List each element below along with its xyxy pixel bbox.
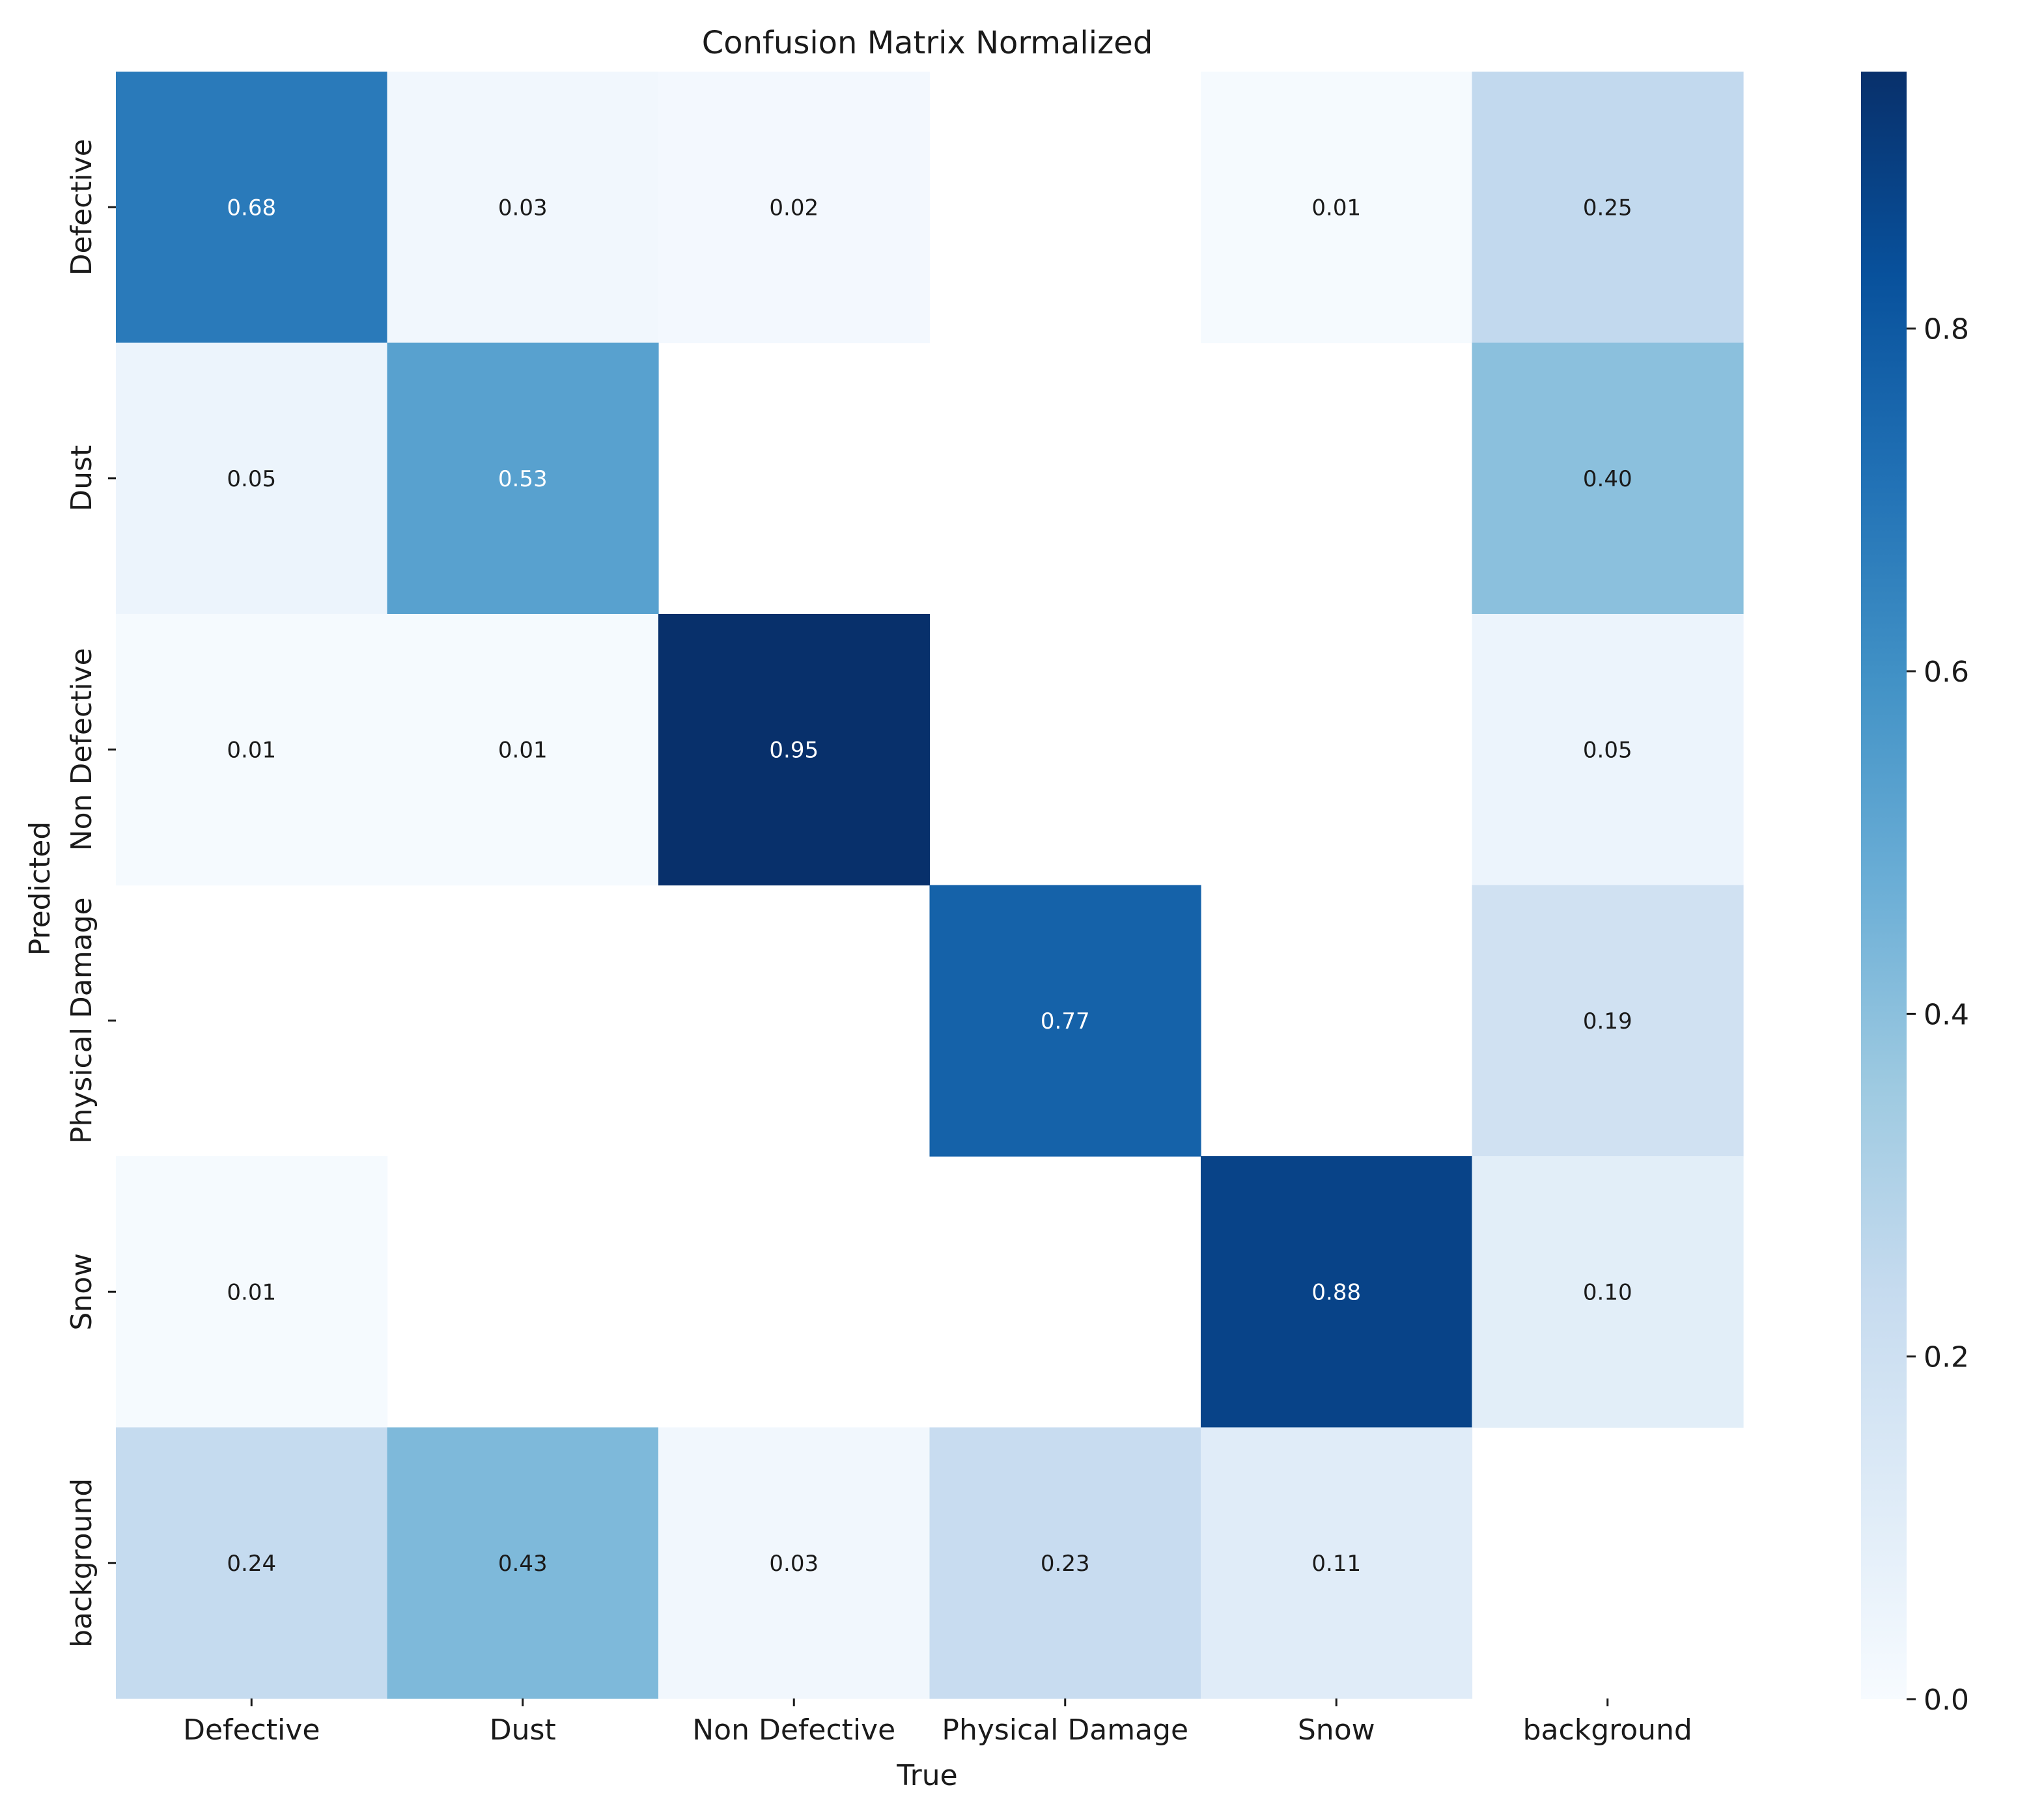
y-tick-label: background — [65, 1478, 98, 1648]
y-tick-label: Physical Damage — [65, 897, 98, 1144]
heatmap-cell — [1472, 885, 1744, 1157]
chart-title: Confusion Matrix Normalized — [702, 25, 1153, 61]
cell-value-label: 0.24 — [227, 1551, 276, 1577]
heatmap-cell — [1472, 72, 1744, 344]
x-tick-label: background — [1523, 1713, 1692, 1747]
x-tick-label: Physical Damage — [942, 1713, 1188, 1747]
y-tick-label: Defective — [65, 139, 98, 275]
cell-value-label: 0.40 — [1583, 466, 1632, 492]
cell-value-label: 0.01 — [227, 1279, 276, 1305]
heatmap-cell — [387, 1427, 659, 1699]
y-tick-label: Snow — [65, 1253, 98, 1331]
x-tick-label: Defective — [183, 1713, 320, 1747]
y-tick-label: Dust — [65, 445, 98, 512]
colorbar — [1861, 72, 1907, 1699]
heatmap-cell — [658, 72, 931, 344]
heatmap-cell — [1472, 1156, 1744, 1428]
colorbar-tick-label: 0.0 — [1924, 1684, 1969, 1717]
heatmap-cell — [1201, 72, 1473, 344]
cell-value-label: 0.03 — [769, 1551, 819, 1577]
x-tick-label: Dust — [490, 1713, 556, 1747]
cell-value-label: 0.53 — [498, 466, 548, 492]
heatmap-cell — [116, 72, 388, 344]
cell-value-label: 0.77 — [1041, 1008, 1090, 1034]
heatmap-cell — [658, 1427, 931, 1699]
colorbar-tick-label: 0.6 — [1924, 656, 1969, 689]
colorbar-ticks: 0.0 0.2 0.4 0.6 0.8 — [1907, 313, 1969, 1717]
heatmap-cell — [116, 342, 388, 615]
cell-value-label: 0.05 — [227, 466, 276, 492]
cell-value-label: 0.03 — [498, 195, 548, 221]
heatmap-cell — [116, 614, 388, 886]
heatmap-cell — [1472, 614, 1744, 886]
heatmap-cell — [387, 72, 659, 344]
colorbar-tick-label: 0.2 — [1924, 1341, 1969, 1374]
cell-value-label: 0.01 — [498, 737, 548, 763]
colorbar-tick-label: 0.8 — [1924, 313, 1969, 346]
cell-value-label: 0.11 — [1311, 1551, 1361, 1577]
cell-value-label: 0.05 — [1583, 737, 1632, 763]
heatmap-cells: 0.68 0.03 0.02 0.01 0.25 0.05 0.53 0.40 0.01 0.01… — [116, 72, 1744, 1699]
y-axis-label: Predicted — [23, 822, 57, 956]
cell-value-label: 0.43 — [498, 1551, 548, 1577]
cell-value-label: 0.19 — [1583, 1008, 1632, 1034]
cell-value-label: 0.88 — [1311, 1279, 1361, 1305]
y-axis-ticks: Defective Dust Non Defective Physical Damag… — [65, 139, 116, 1648]
heatmap-cell — [929, 1427, 1201, 1699]
heatmap-cell — [387, 614, 659, 886]
x-axis-ticks: Defective Dust Non Defective Physical Damag… — [183, 1698, 1692, 1747]
cell-value-label: 0.68 — [227, 195, 276, 221]
cell-value-label: 0.95 — [769, 737, 819, 763]
x-axis-label: True — [896, 1759, 957, 1792]
cell-value-label: 0.02 — [769, 195, 819, 221]
heatmap-cell — [1472, 342, 1744, 615]
cell-value-label: 0.10 — [1583, 1279, 1632, 1305]
heatmap-cell — [1201, 1156, 1473, 1428]
heatmap-cell — [1201, 1427, 1473, 1699]
heatmap-cell — [658, 614, 931, 886]
cell-value-label: 0.25 — [1583, 195, 1632, 221]
cell-value-label: 0.01 — [227, 737, 276, 763]
cell-value-label: 0.01 — [1311, 195, 1361, 221]
x-tick-label: Snow — [1298, 1713, 1375, 1747]
heatmap-cell — [929, 885, 1201, 1157]
heatmap-cell — [116, 1427, 388, 1699]
heatmap-cell — [387, 342, 659, 615]
x-tick-label: Non Defective — [692, 1713, 895, 1747]
colorbar-tick-label: 0.4 — [1924, 998, 1969, 1031]
heatmap-cell — [116, 1156, 388, 1428]
cell-value-label: 0.23 — [1041, 1551, 1090, 1577]
y-tick-label: Non Defective — [65, 648, 98, 851]
